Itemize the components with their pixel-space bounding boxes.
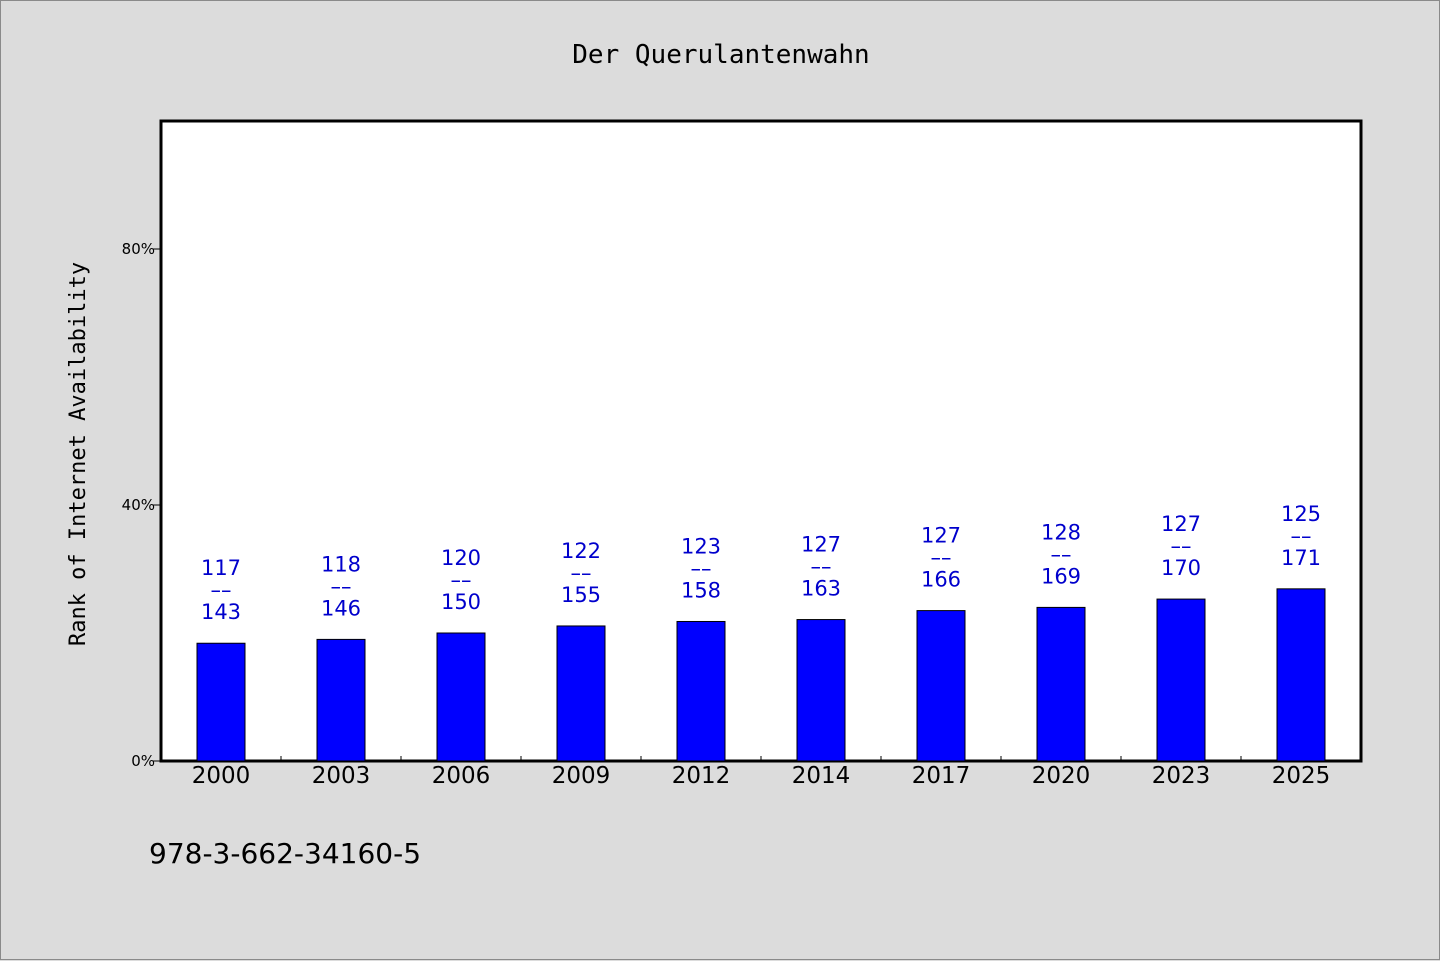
data-label-separator: –– xyxy=(211,578,232,602)
bar xyxy=(796,619,846,762)
data-label-top: 128 xyxy=(1041,520,1081,544)
data-label-bottom: 166 xyxy=(921,568,961,592)
bar xyxy=(436,632,486,762)
bar xyxy=(916,610,966,762)
data-label-separator: –– xyxy=(931,546,952,570)
data-label-bottom: 150 xyxy=(441,590,481,614)
bar xyxy=(1276,588,1326,762)
data-label-bottom: 163 xyxy=(801,577,841,601)
bar xyxy=(676,620,726,762)
data-label-separator: –– xyxy=(1171,534,1192,558)
data-label-bottom: 155 xyxy=(561,583,601,607)
data-label-top: 120 xyxy=(441,546,481,570)
bar xyxy=(196,642,246,762)
x-tick-label: 2006 xyxy=(432,763,491,789)
data-label-separator: –– xyxy=(1291,524,1312,548)
data-label-top: 117 xyxy=(201,556,241,580)
data-label-separator: –– xyxy=(1051,542,1072,566)
data-label-separator: –– xyxy=(691,556,712,580)
bar xyxy=(1036,606,1086,762)
y-tick-label: 80% xyxy=(122,240,155,258)
y-axis-label: Rank of Internet Availability xyxy=(66,262,91,646)
bar xyxy=(316,638,366,762)
x-tick-label: 2014 xyxy=(792,763,851,789)
x-tick-label: 2020 xyxy=(1032,763,1091,789)
data-label-bottom: 158 xyxy=(681,578,721,602)
y-tick-label: 0% xyxy=(131,752,155,770)
data-label-top: 127 xyxy=(801,533,841,557)
data-label-bottom: 169 xyxy=(1041,564,1081,588)
data-label-bottom: 170 xyxy=(1161,556,1201,580)
footer-isbn: 978-3-662-34160-5 xyxy=(149,837,421,870)
data-label-bottom: 171 xyxy=(1281,546,1321,570)
data-label-separator: –– xyxy=(571,561,592,585)
data-label-top: 127 xyxy=(1161,512,1201,536)
y-tick-label: 40% xyxy=(122,496,155,514)
data-label-separator: –– xyxy=(451,568,472,592)
x-tick-label: 2017 xyxy=(912,763,971,789)
x-tick-label: 2003 xyxy=(312,763,371,789)
data-label-bottom: 146 xyxy=(321,596,361,620)
data-label-top: 127 xyxy=(921,524,961,548)
data-label-separator: –– xyxy=(811,555,832,579)
chart-marks: 0%40%80%2000117––1432003118––1462006120–… xyxy=(122,240,1331,789)
x-tick-label: 2023 xyxy=(1152,763,1211,789)
x-tick-label: 2009 xyxy=(552,763,611,789)
x-tick-label: 2025 xyxy=(1272,763,1331,789)
chart-title: Der Querulantenwahn xyxy=(572,40,869,70)
data-label-top: 123 xyxy=(681,534,721,558)
x-tick-label: 2012 xyxy=(672,763,731,789)
bar xyxy=(1156,598,1206,762)
bar xyxy=(556,625,606,762)
data-label-top: 122 xyxy=(561,539,601,563)
x-tick-label: 2000 xyxy=(192,763,251,789)
data-label-bottom: 143 xyxy=(201,600,241,624)
data-label-top: 125 xyxy=(1281,502,1321,526)
data-label-top: 118 xyxy=(321,552,361,576)
data-label-separator: –– xyxy=(331,574,352,598)
